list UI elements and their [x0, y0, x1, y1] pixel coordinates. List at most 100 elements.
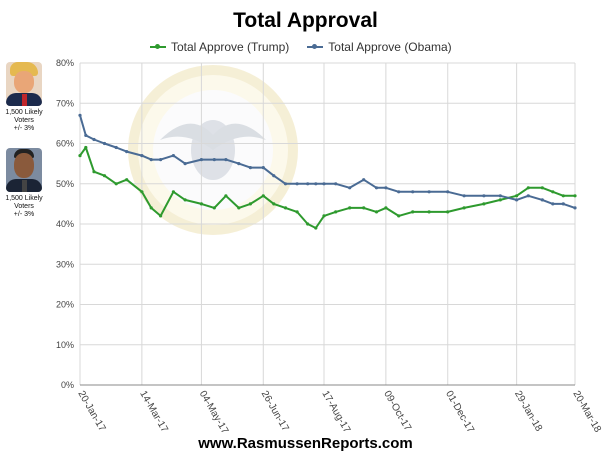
- obama-data-point[interactable]: [248, 166, 252, 170]
- obama-data-point[interactable]: [551, 202, 555, 206]
- obama-data-point[interactable]: [561, 202, 565, 206]
- trump-data-point[interactable]: [306, 222, 310, 226]
- obama-data-point[interactable]: [334, 182, 338, 186]
- obama-data-point[interactable]: [272, 174, 276, 178]
- trump-data-point[interactable]: [561, 194, 565, 198]
- trump-data-point[interactable]: [384, 206, 388, 210]
- legend-label-trump: Total Approve (Trump): [171, 40, 290, 54]
- obama-caption-line-3: +/- 3%: [13, 211, 35, 218]
- trump-data-point[interactable]: [125, 178, 129, 182]
- obama-data-point[interactable]: [397, 190, 401, 194]
- obama-data-point[interactable]: [314, 182, 318, 186]
- trump-data-point[interactable]: [237, 206, 241, 210]
- obama-data-point[interactable]: [125, 150, 129, 154]
- obama-data-point[interactable]: [283, 182, 288, 186]
- obama-data-point[interactable]: [322, 182, 326, 186]
- trump-data-point[interactable]: [102, 174, 107, 178]
- obama-data-point[interactable]: [114, 145, 118, 150]
- trump-data-point[interactable]: [322, 214, 326, 218]
- trump-data-point[interactable]: [149, 206, 153, 210]
- trump-data-point[interactable]: [314, 226, 318, 230]
- trump-data-point[interactable]: [140, 190, 144, 194]
- trump-data-point[interactable]: [498, 198, 502, 202]
- trump-data-point[interactable]: [515, 194, 519, 198]
- obama-data-point[interactable]: [462, 194, 466, 198]
- obama-data-point[interactable]: [540, 198, 544, 202]
- footer-url: www.RasmussenReports.com: [198, 435, 413, 452]
- obama-data-point[interactable]: [149, 158, 153, 162]
- obama-data-point[interactable]: [411, 190, 415, 194]
- obama-data-point[interactable]: [306, 182, 310, 186]
- trump-data-point[interactable]: [272, 202, 276, 206]
- legend: Total Approve (Trump) Total Approve (Oba…: [150, 40, 452, 54]
- legend-item-obama[interactable]: Total Approve (Obama): [307, 40, 452, 54]
- trump-data-point[interactable]: [540, 186, 544, 190]
- obama-data-point[interactable]: [261, 166, 265, 170]
- trump-data-point[interactable]: [261, 194, 265, 198]
- trump-data-point[interactable]: [348, 206, 352, 210]
- obama-data-point[interactable]: [171, 154, 175, 158]
- obama-data-point[interactable]: [374, 186, 379, 190]
- obama-data-point[interactable]: [237, 162, 241, 166]
- trump-data-point[interactable]: [462, 206, 466, 210]
- trump-data-point[interactable]: [526, 186, 530, 190]
- trump-data-point[interactable]: [183, 198, 187, 202]
- trump-data-point[interactable]: [114, 182, 118, 186]
- obama-data-point[interactable]: [482, 194, 486, 198]
- obama-data-point[interactable]: [102, 141, 107, 146]
- obama-data-point[interactable]: [348, 186, 352, 190]
- y-tick-label: 40%: [56, 219, 74, 229]
- obama-data-point[interactable]: [212, 158, 216, 162]
- y-tick-label: 0%: [61, 380, 74, 390]
- trump-data-point[interactable]: [92, 170, 96, 174]
- obama-data-point[interactable]: [92, 137, 96, 142]
- obama-data-point[interactable]: [515, 198, 519, 202]
- obama-data-point[interactable]: [384, 186, 388, 190]
- trump-data-point[interactable]: [295, 210, 299, 214]
- obama-data-point[interactable]: [140, 154, 144, 158]
- trump-data-point[interactable]: [374, 210, 379, 214]
- obama-data-point[interactable]: [224, 158, 228, 162]
- trump-data-point[interactable]: [224, 194, 228, 198]
- trump-data-point[interactable]: [212, 206, 216, 210]
- y-tick-label: 30%: [56, 259, 74, 269]
- obama-data-point[interactable]: [526, 194, 530, 198]
- obama-data-point[interactable]: [362, 178, 366, 182]
- trump-data-point[interactable]: [283, 206, 288, 210]
- trump-data-point[interactable]: [159, 214, 163, 218]
- trump-data-point[interactable]: [427, 210, 431, 214]
- trump-data-point[interactable]: [334, 210, 338, 214]
- obama-data-point[interactable]: [183, 162, 187, 166]
- presidential-seal-watermark: [128, 65, 298, 235]
- obama-data-point[interactable]: [498, 194, 502, 198]
- legend-item-trump[interactable]: Total Approve (Trump): [150, 40, 289, 54]
- legend-swatch-trump: [150, 44, 166, 49]
- obama-data-point[interactable]: [159, 158, 163, 162]
- trump-photo: [6, 62, 42, 106]
- trump-caption-line-3: +/- 3%: [13, 125, 35, 132]
- obama-data-point[interactable]: [446, 190, 450, 194]
- obama-data-point[interactable]: [573, 206, 577, 210]
- trump-data-point[interactable]: [171, 190, 175, 194]
- trump-data-point[interactable]: [397, 214, 401, 218]
- trump-data-point[interactable]: [482, 202, 486, 206]
- obama-data-point[interactable]: [84, 133, 88, 137]
- trump-data-point[interactable]: [551, 190, 555, 194]
- legend-label-obama: Total Approve (Obama): [328, 40, 452, 54]
- trump-data-point[interactable]: [248, 202, 252, 206]
- x-tick-label: 26-Jun-17: [259, 389, 291, 434]
- obama-data-point[interactable]: [199, 158, 203, 162]
- trump-data-point[interactable]: [573, 194, 577, 198]
- trump-data-point[interactable]: [446, 210, 450, 214]
- obama-data-point[interactable]: [78, 113, 82, 117]
- x-tick-label: 20-Mar-18: [570, 389, 603, 435]
- trump-data-point[interactable]: [362, 206, 366, 210]
- obama-data-point[interactable]: [295, 182, 299, 186]
- y-tick-label: 60%: [56, 139, 74, 149]
- obama-data-point[interactable]: [427, 190, 431, 194]
- trump-data-point[interactable]: [199, 202, 203, 206]
- trump-data-point[interactable]: [411, 210, 415, 214]
- trump-data-point[interactable]: [78, 154, 82, 158]
- obama-portrait: 1,500 Likely Voters +/- 3%: [4, 148, 44, 219]
- trump-data-point[interactable]: [84, 145, 88, 150]
